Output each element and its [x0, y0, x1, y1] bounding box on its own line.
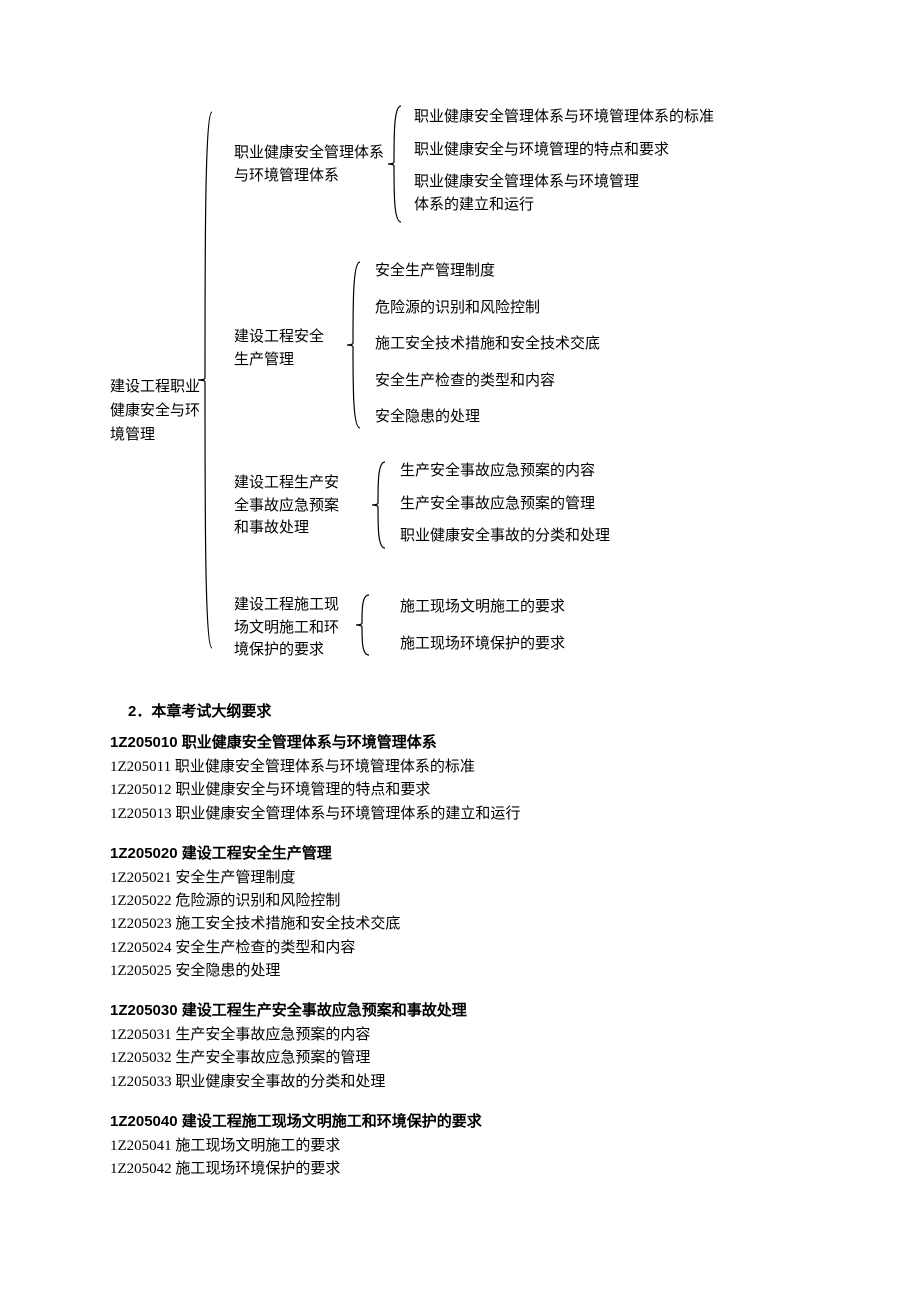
- root-brace: [198, 110, 218, 650]
- group-title: 1Z205020 建设工程安全生产管理: [110, 842, 810, 863]
- group-item: 1Z205025 安全隐患的处理: [110, 960, 810, 983]
- branch-4-label: 建设工程施工现场文明施工和环境保护的要求: [234, 594, 349, 662]
- leaf: 职业健康安全管理体系与环境管理体系的标准: [414, 106, 714, 129]
- group-item: 1Z205022 危险源的识别和风险控制: [110, 890, 810, 913]
- leaf: 安全生产管理制度: [375, 260, 675, 283]
- group-item: 1Z205042 施工现场环境保护的要求: [110, 1158, 810, 1181]
- group-item: 1Z205032 生产安全事故应急预案的管理: [110, 1047, 810, 1070]
- group-title: 1Z205010 职业健康安全管理体系与环境管理体系: [110, 731, 810, 752]
- leaf: 安全生产检查的类型和内容: [375, 370, 675, 393]
- branch-1-leaves: 职业健康安全管理体系与环境管理体系的标准 职业健康安全与环境管理的特点和要求 职…: [414, 106, 714, 216]
- leaf: 职业健康安全管理体系与环境管理体系的建立和运行: [414, 171, 644, 216]
- tree-root: 建设工程职业健康安全与环境管理: [110, 375, 200, 447]
- group-item: 1Z205021 安全生产管理制度: [110, 867, 810, 890]
- group-2: 1Z205020 建设工程安全生产管理 1Z205021 安全生产管理制度 1Z…: [110, 842, 810, 983]
- group-item: 1Z205023 施工安全技术措施和安全技术交底: [110, 913, 810, 936]
- group-item: 1Z205012 职业健康安全与环境管理的特点和要求: [110, 779, 810, 802]
- leaf: 职业健康安全与环境管理的特点和要求: [414, 139, 714, 162]
- group-item: 1Z205031 生产安全事故应急预案的内容: [110, 1024, 810, 1047]
- group-1: 1Z205010 职业健康安全管理体系与环境管理体系 1Z205011 职业健康…: [110, 731, 810, 826]
- group-item: 1Z205024 安全生产检查的类型和内容: [110, 937, 810, 960]
- branch-1-label: 职业健康安全管理体系与环境管理体系: [234, 142, 384, 187]
- group-title: 1Z205030 建设工程生产安全事故应急预案和事故处理: [110, 999, 810, 1020]
- group-3: 1Z205030 建设工程生产安全事故应急预案和事故处理 1Z205031 生产…: [110, 999, 810, 1094]
- group-item: 1Z205011 职业健康安全管理体系与环境管理体系的标准: [110, 756, 810, 779]
- leaf: 施工现场环境保护的要求: [400, 633, 700, 656]
- branch-3-leaves: 生产安全事故应急预案的内容 生产安全事故应急预案的管理 职业健康安全事故的分类和…: [400, 460, 700, 548]
- branch-2-leaves: 安全生产管理制度 危险源的识别和风险控制 施工安全技术措施和安全技术交底 安全生…: [375, 260, 675, 429]
- outline-heading: 2．本章考试大纲要求: [110, 700, 810, 721]
- leaf: 施工安全技术措施和安全技术交底: [375, 333, 675, 356]
- group-title: 1Z205040 建设工程施工现场文明施工和环境保护的要求: [110, 1110, 810, 1131]
- branch-3-label: 建设工程生产安全事故应急预案和事故处理: [234, 472, 349, 540]
- group-item: 1Z205033 职业健康安全事故的分类和处理: [110, 1071, 810, 1094]
- leaf: 安全隐患的处理: [375, 406, 675, 429]
- tree-diagram: 建设工程职业健康安全与环境管理 职业健康安全管理体系与环境管理体系 职业健康安全…: [110, 100, 810, 670]
- leaf: 生产安全事故应急预案的管理: [400, 493, 700, 516]
- branch-1-brace: [388, 104, 406, 224]
- leaf: 职业健康安全事故的分类和处理: [400, 525, 700, 548]
- leaf: 生产安全事故应急预案的内容: [400, 460, 700, 483]
- group-item: 1Z205041 施工现场文明施工的要求: [110, 1135, 810, 1158]
- branch-4-leaves: 施工现场文明施工的要求 施工现场环境保护的要求: [400, 596, 700, 655]
- group-4: 1Z205040 建设工程施工现场文明施工和环境保护的要求 1Z205041 施…: [110, 1110, 810, 1182]
- branch-2-brace: [347, 260, 365, 430]
- branch-3-brace: [372, 460, 390, 550]
- group-item: 1Z205013 职业健康安全管理体系与环境管理体系的建立和运行: [110, 803, 810, 826]
- branch-2-label: 建设工程安全生产管理: [234, 326, 329, 371]
- leaf: 危险源的识别和风险控制: [375, 297, 675, 320]
- branch-4-brace: [356, 593, 374, 657]
- leaf: 施工现场文明施工的要求: [400, 596, 700, 619]
